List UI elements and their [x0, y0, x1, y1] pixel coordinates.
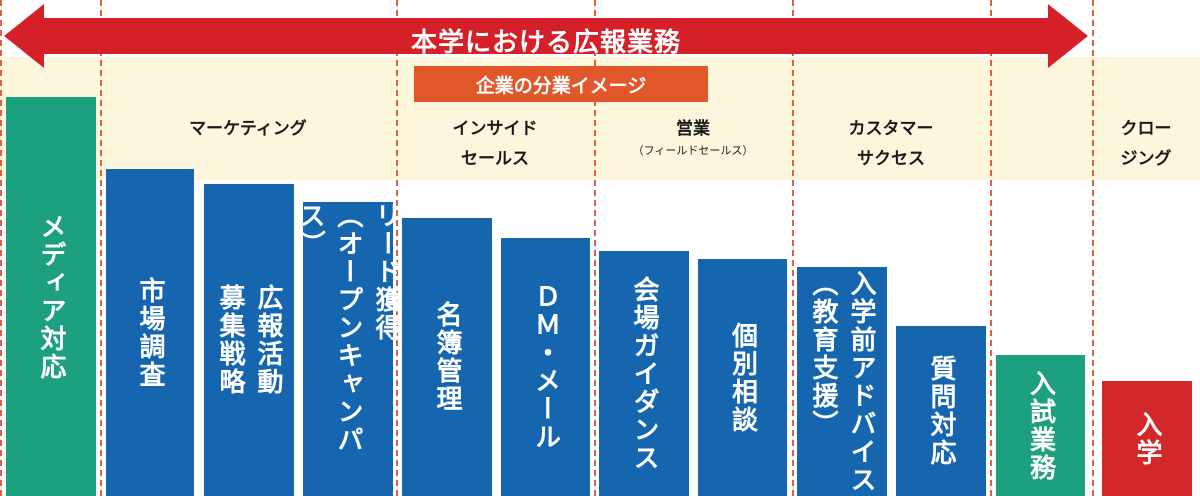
task-lead-acquisition: リード獲得 （オープンキャンパス） [295, 202, 401, 496]
phase-sales-label: 営業 [676, 119, 710, 139]
phase-closing-line2: ジング [1120, 149, 1172, 169]
task-dm-mail: ＤＭ・メール [501, 238, 590, 496]
phase-inside-sales: インサイド セールス [396, 114, 594, 174]
task-individual-consultation: 個別相談 [698, 259, 787, 496]
task-market-research-label: 市場調査 [135, 276, 165, 389]
phase-marketing-label: マーケティング [189, 119, 307, 139]
phase-closing-line1: クロー [1120, 119, 1172, 139]
task-list-management-label: 名簿管理 [432, 301, 462, 413]
task-list-management: 名簿管理 [402, 218, 492, 496]
task-individual-consultation-label: 個別相談 [727, 321, 758, 434]
divider [0, 0, 2, 496]
phase-customer-success-line2: サクセス [857, 149, 925, 169]
task-media: メディア対応 [6, 97, 96, 496]
phase-inside-sales-line2: セールス [461, 149, 529, 169]
task-venue-guidance: 会場ガイダンス [599, 251, 689, 496]
phase-sales-note: （フィールドセールス） [632, 144, 754, 157]
task-market-research: 市場調査 [106, 169, 194, 496]
divider [1092, 0, 1094, 496]
divider [594, 0, 596, 496]
task-pr-strategy: 広報活動 募集戦略 [204, 184, 294, 496]
task-pre-enrollment: 入学前アドバイス （教育支援） [797, 267, 887, 496]
task-enrollment-label: 入学 [1132, 410, 1162, 467]
divider [792, 0, 794, 496]
diagram-title: 本学における広報業務 [410, 27, 681, 58]
diagram-subtitle: 企業の分業イメージ [414, 66, 708, 102]
task-pre-enrollment-label: 入学前アドバイス （教育支援） [808, 269, 876, 494]
task-inquiry-handling-label: 質問対応 [926, 355, 956, 467]
phase-marketing: マーケティング [100, 114, 396, 144]
task-pr-strategy-label: 広報活動 募集戦略 [215, 284, 283, 396]
divider [396, 0, 398, 496]
phase-sales: 営業 （フィールドセールス） [594, 114, 792, 158]
task-venue-guidance-label: 会場ガイダンス [629, 275, 659, 472]
double-arrow [4, 4, 1088, 68]
phase-inside-sales-line1: インサイド [452, 119, 538, 139]
phase-customer-success-line1: カスタマー [848, 119, 934, 139]
task-enrollment: 入学 [1102, 381, 1192, 496]
task-lead-acquisition-label: リード獲得 （オープンキャンパス） [295, 202, 401, 454]
task-inquiry-handling: 質問対応 [896, 326, 986, 496]
task-dm-mail-label: ＤＭ・メール [530, 283, 561, 451]
task-admissions-label: 入試業務 [1025, 369, 1056, 482]
divider [100, 0, 102, 496]
divider [990, 0, 992, 496]
phase-closing: クロー ジング [1092, 114, 1200, 174]
task-media-label: メディア対応 [36, 212, 66, 381]
phase-customer-success: カスタマー サクセス [792, 114, 990, 174]
task-admissions: 入試業務 [996, 355, 1085, 496]
